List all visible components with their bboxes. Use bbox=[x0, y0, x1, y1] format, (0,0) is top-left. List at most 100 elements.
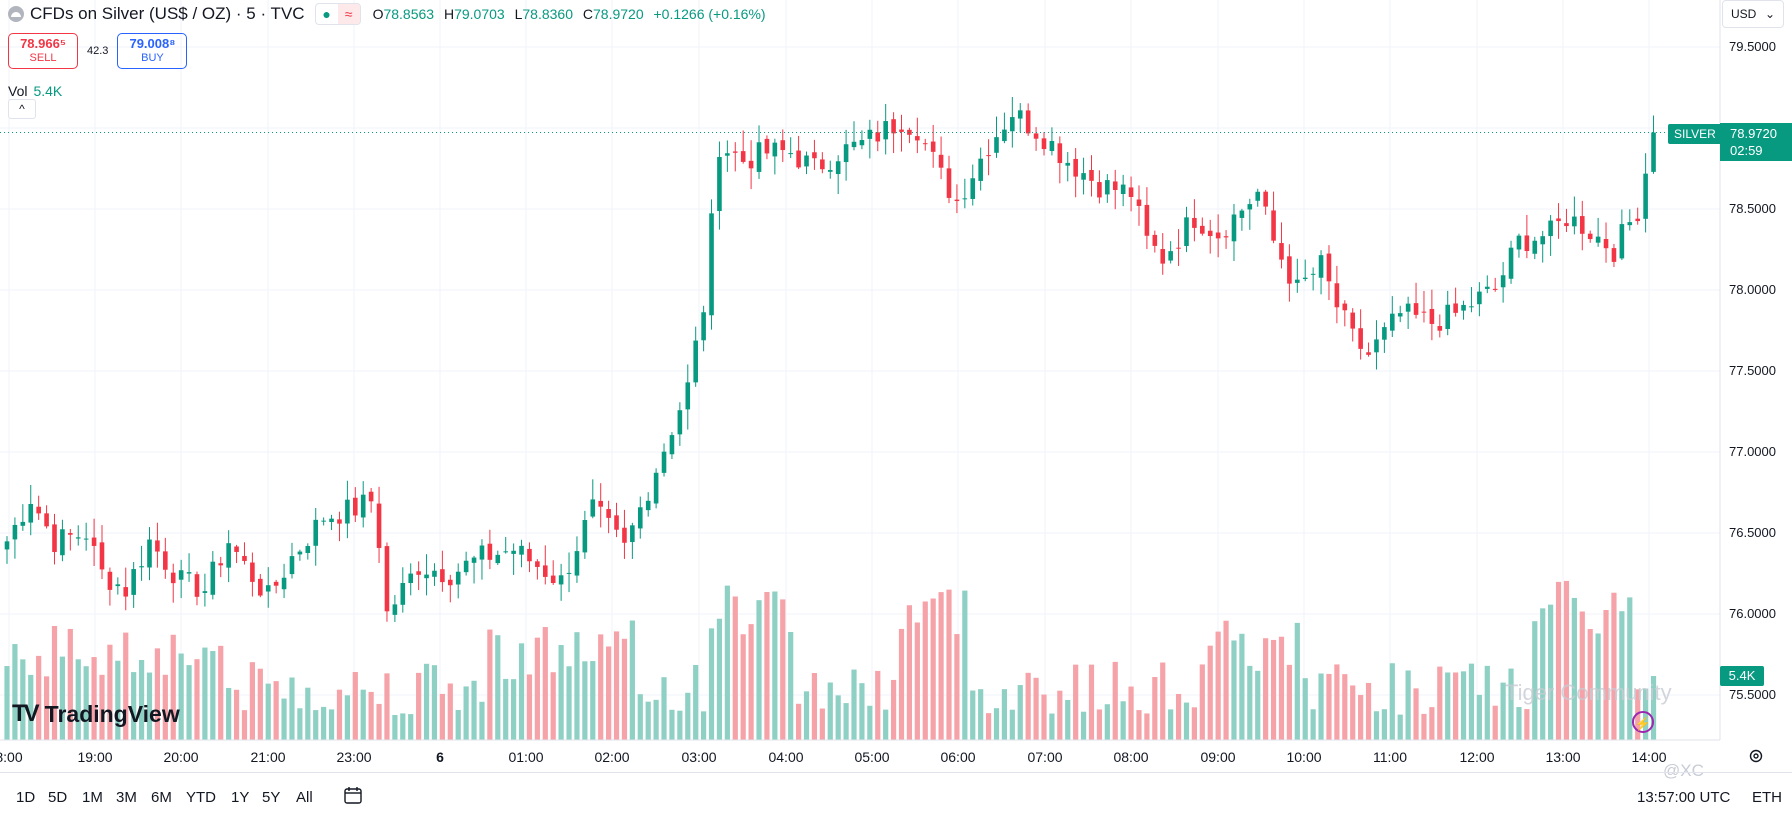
volume-bar bbox=[1294, 622, 1300, 740]
candle-body bbox=[1516, 235, 1522, 250]
volume-bar bbox=[336, 689, 343, 740]
buy-button[interactable]: 79.008⁸ BUY bbox=[117, 33, 188, 69]
volume-bar bbox=[701, 711, 707, 740]
candle-body bbox=[1073, 158, 1078, 177]
volume-bar bbox=[186, 665, 192, 740]
candle-body bbox=[1002, 129, 1007, 142]
lightning-icon[interactable]: ⚡ bbox=[1632, 711, 1654, 733]
candle-body bbox=[946, 168, 952, 198]
gear-icon[interactable] bbox=[1748, 748, 1764, 764]
candle-body bbox=[1326, 253, 1332, 282]
candle-body bbox=[68, 533, 73, 535]
candle-body bbox=[812, 152, 817, 159]
volume-bar bbox=[827, 682, 833, 740]
volume-bar bbox=[914, 622, 920, 740]
candle-body bbox=[503, 551, 509, 553]
candle-body bbox=[883, 121, 888, 140]
utc-clock[interactable]: 13:57:00 UTC bbox=[1637, 789, 1731, 806]
time-tick-label: 14:00 bbox=[1631, 749, 1667, 765]
volume-bar bbox=[803, 691, 810, 740]
symbol-title[interactable]: CFDs on Silver (US$ / OZ) · 5 · TVC bbox=[30, 4, 305, 23]
volume-bar bbox=[1421, 713, 1427, 740]
volume-bar bbox=[328, 709, 335, 740]
volume-bar bbox=[1088, 664, 1095, 740]
range-button-1m[interactable]: 1M bbox=[82, 789, 103, 806]
bottom-toolbar bbox=[0, 772, 1792, 818]
volume-bar bbox=[1302, 678, 1308, 740]
volume-bar bbox=[1310, 709, 1316, 740]
symbol-logo-icon bbox=[8, 6, 24, 22]
candle-body bbox=[1564, 223, 1569, 227]
candle-body bbox=[851, 141, 857, 148]
volume-bar bbox=[724, 585, 730, 740]
volume-bar bbox=[1397, 714, 1403, 740]
currency-selector[interactable]: USD ⌄ bbox=[1722, 0, 1784, 28]
range-button-1d[interactable]: 1D bbox=[16, 789, 36, 806]
volume-bar bbox=[1286, 664, 1292, 740]
volume-bar bbox=[226, 687, 232, 740]
candle-body bbox=[1397, 313, 1403, 317]
range-button-3m[interactable]: 3M bbox=[116, 789, 137, 806]
volume-bar bbox=[392, 714, 398, 740]
candles bbox=[4, 96, 1656, 622]
sell-button[interactable]: 78.966⁵ SELL bbox=[8, 33, 78, 69]
range-button-1y[interactable]: 1Y bbox=[231, 789, 250, 806]
candle-body bbox=[1579, 216, 1585, 234]
candle-body bbox=[915, 136, 920, 141]
price-tick-label: 78.5000 bbox=[1729, 201, 1776, 216]
volume-bar bbox=[574, 632, 580, 740]
volume-bar bbox=[1334, 664, 1340, 740]
candle-body bbox=[4, 541, 10, 550]
candle-body bbox=[487, 543, 493, 560]
range-button-all[interactable]: All bbox=[296, 789, 313, 806]
candle-body bbox=[463, 560, 469, 573]
volume-bar bbox=[526, 674, 533, 740]
volume-bar bbox=[716, 618, 723, 740]
candle-body bbox=[788, 153, 793, 155]
candle-body bbox=[550, 575, 556, 584]
calendar-goto-icon[interactable] bbox=[343, 785, 363, 805]
volume-bar bbox=[91, 657, 97, 740]
range-button-5d[interactable]: 5D bbox=[48, 789, 68, 806]
volume-label[interactable]: Vol bbox=[8, 83, 28, 99]
volume-bar bbox=[1199, 664, 1205, 740]
tradingview-logo[interactable]: TV TradingView bbox=[12, 700, 180, 728]
collapse-legend-button[interactable]: ^ bbox=[8, 99, 36, 119]
candle-body bbox=[978, 158, 983, 181]
range-button-6m[interactable]: 6M bbox=[151, 789, 172, 806]
candle-body bbox=[1318, 255, 1324, 278]
candle-body bbox=[511, 550, 516, 554]
buy-price: 79.008⁸ bbox=[129, 36, 176, 51]
volume-bar bbox=[1571, 597, 1577, 740]
candle-body bbox=[1524, 235, 1530, 251]
candle-body bbox=[1429, 308, 1435, 324]
volume-bar bbox=[1468, 663, 1475, 740]
volume-bar bbox=[732, 596, 738, 740]
volume-bar bbox=[1247, 665, 1253, 740]
candle-body bbox=[1041, 138, 1047, 150]
volume-bar bbox=[1183, 702, 1190, 740]
candle-body bbox=[1302, 277, 1308, 279]
volume-bar bbox=[590, 661, 596, 740]
volume-bar bbox=[4, 666, 10, 740]
candle-body bbox=[432, 570, 437, 577]
volume-bar bbox=[1595, 633, 1601, 740]
candle-body bbox=[99, 542, 105, 570]
indicator-toggle[interactable]: ● ≈ bbox=[314, 3, 361, 25]
volume-bar bbox=[677, 710, 683, 740]
spread-value: 42.3 bbox=[87, 45, 109, 57]
range-button-5y[interactable]: 5Y bbox=[262, 789, 281, 806]
candle-body bbox=[20, 521, 26, 526]
time-tick-label: 6 bbox=[436, 749, 444, 765]
candle-body bbox=[495, 554, 501, 564]
volume-bar bbox=[83, 666, 89, 740]
volume-bar bbox=[566, 666, 572, 740]
candle-body bbox=[471, 557, 477, 563]
volume-bar bbox=[12, 644, 18, 740]
volume-bar bbox=[1476, 694, 1482, 740]
session-toggle[interactable]: ETH bbox=[1752, 789, 1782, 806]
volume-bar bbox=[487, 629, 493, 740]
candle-body bbox=[835, 161, 841, 175]
range-button-ytd[interactable]: YTD bbox=[186, 789, 216, 806]
